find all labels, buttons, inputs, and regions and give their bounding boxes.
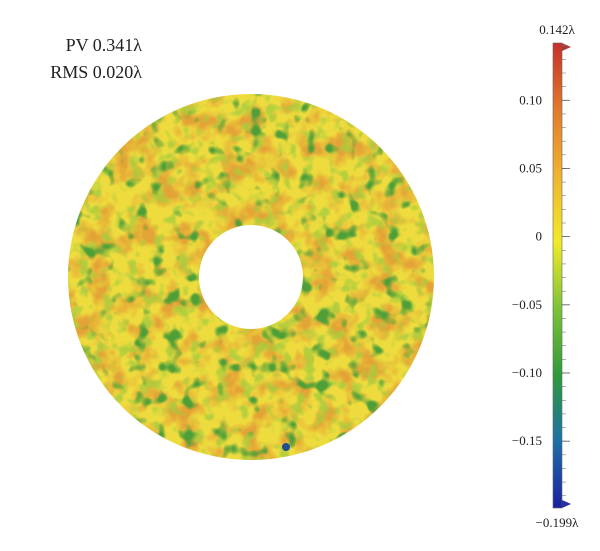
- color-scale-bar: 0.142λ 0.10 0.05 0 −0.05 −0.10 −0.15 −0.199λ: [512, 22, 580, 530]
- colorbar-tick-label: 0: [536, 229, 543, 244]
- colorbar-max-marker: [562, 43, 571, 51]
- colorbar-tick-label: −0.05: [512, 297, 542, 312]
- low-spot-marker: [282, 443, 290, 451]
- colorbar-tick-label: 0.05: [519, 160, 542, 175]
- colorbar-tick-label: −0.10: [512, 365, 542, 380]
- colorbar-min-marker: [562, 500, 571, 508]
- colorbar-gradient: [552, 42, 563, 509]
- surface-error-map: [66, 92, 436, 462]
- colorbar-tick-label: 0.10: [519, 92, 542, 107]
- colorbar-tick-label: −0.15: [512, 433, 542, 448]
- colorbar-max-label: 0.142λ: [539, 22, 575, 37]
- rms-value: RMS 0.020λ: [50, 62, 142, 82]
- statistics-panel: PV 0.341λ RMS 0.020λ: [20, 32, 142, 86]
- pv-value: PV 0.341λ: [65, 35, 142, 55]
- annular-aperture: [66, 92, 436, 462]
- colorbar-min-label: −0.199λ: [536, 515, 580, 530]
